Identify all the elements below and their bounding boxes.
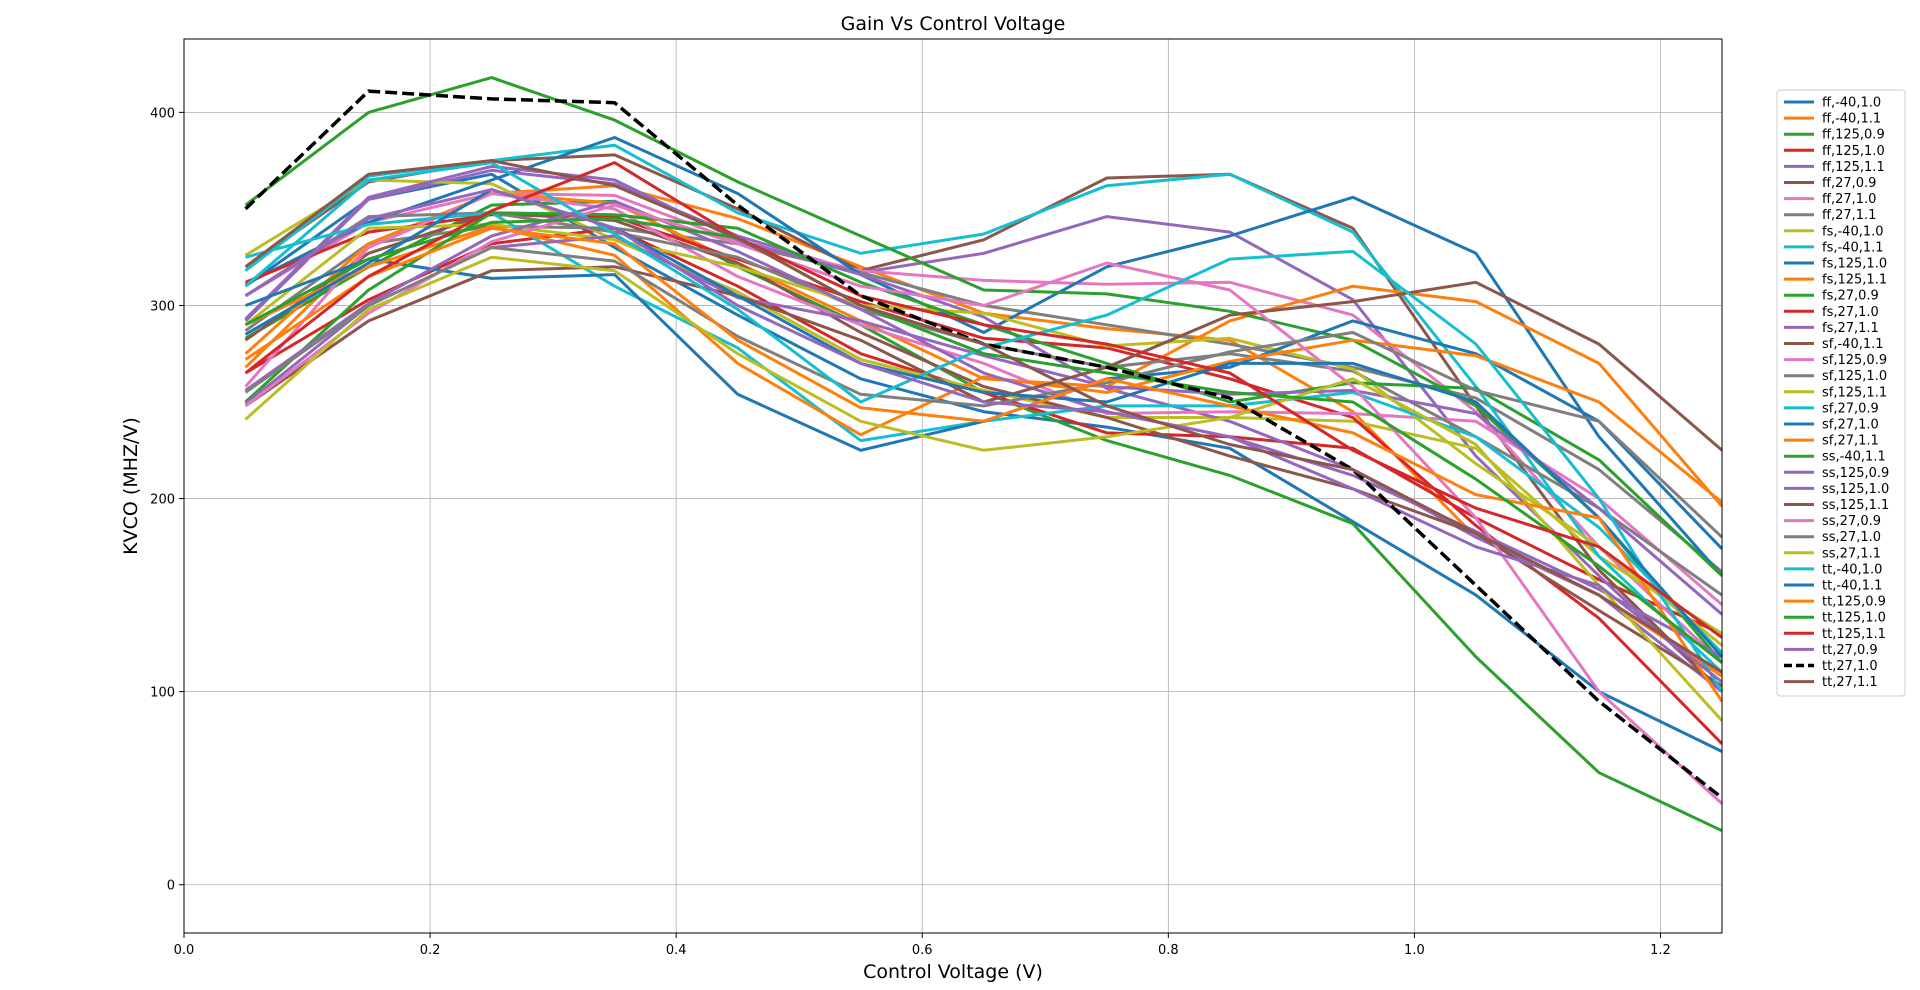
- legend-label: tt,-40,1.1: [1822, 579, 1882, 594]
- plot-frame: [183, 38, 1723, 934]
- legend-label: ss,27,1.0: [1822, 530, 1881, 545]
- y-tick-label: 200: [150, 493, 175, 508]
- legend-label: fs,27,1.1: [1822, 321, 1879, 336]
- legend-label: ss,27,0.9: [1822, 514, 1881, 529]
- series-line: ss,27,1.0: [244, 246, 1724, 539]
- legend-label: sf,27,1.0: [1822, 418, 1879, 433]
- legend-label: ff,-40,1.1: [1822, 112, 1881, 127]
- legend-label: ss,125,1.1: [1822, 498, 1889, 513]
- y-axis-ticks: 0 100 200 300 400: [150, 106, 184, 894]
- legend-label: tt,27,1.0: [1822, 659, 1878, 674]
- y-axis-title: KVCO (MHZ/V): [120, 417, 142, 555]
- series-line: sf,125,1.1: [244, 222, 1723, 647]
- legend-label: fs,-40,1.1: [1822, 240, 1884, 255]
- legend-label: ss,27,1.1: [1822, 546, 1881, 561]
- series-line: ff,-40,1.0: [244, 172, 1723, 753]
- x-axis-ticks: 0.0 0.2 0.4 0.6 0.8 1.0 1.2: [174, 933, 1671, 958]
- chart-title: Gain Vs Control Voltage: [841, 13, 1066, 35]
- y-tick-label: 100: [150, 686, 175, 701]
- legend-label: tt,-40,1.0: [1822, 562, 1882, 577]
- legend-label: ff,125,1.1: [1822, 160, 1885, 175]
- legend-label: tt,125,0.9: [1822, 595, 1886, 610]
- series-line: ff,125,1.1: [244, 168, 1724, 693]
- legend-label: tt,125,1.1: [1822, 627, 1886, 642]
- legend-label: ss,-40,1.1: [1822, 450, 1886, 465]
- legend-label: tt,125,1.0: [1822, 611, 1886, 626]
- legend-label: ff,27,1.0: [1822, 192, 1876, 207]
- legend: ff,-40,1.0ff,-40,1.1ff,125,0.9ff,125,1.0…: [1776, 89, 1906, 697]
- series-line: tt,125,0.9: [244, 226, 1724, 703]
- series-line: tt,27,0.9: [244, 188, 1723, 684]
- series-line: ff,27,1.1: [244, 224, 1723, 574]
- legend-label: tt,27,0.9: [1822, 643, 1878, 658]
- legend-label: ff,-40,1.0: [1822, 96, 1881, 111]
- y-tick-label: 0: [167, 879, 175, 894]
- legend-label: ff,125,0.9: [1822, 128, 1885, 143]
- x-tick-label: 0.2: [420, 943, 441, 958]
- series-line: fs,27,1.1: [244, 164, 1723, 693]
- series-line: tt,125,1.1: [244, 161, 1723, 639]
- legend-label: ss,125,0.9: [1822, 466, 1889, 481]
- series-line: ss,125,1.0: [244, 199, 1723, 659]
- legend-label: sf,27,1.1: [1822, 434, 1879, 449]
- series-line: fs,27,0.9: [244, 76, 1724, 664]
- legend-label: sf,125,1.0: [1822, 369, 1887, 384]
- grid: [183, 39, 1722, 933]
- x-tick-label: 1.2: [1650, 943, 1671, 958]
- series-line: fs,125,1.0: [244, 136, 1724, 577]
- x-tick-label: 0.8: [1158, 943, 1179, 958]
- legend-label: fs,125,1.1: [1822, 273, 1887, 288]
- series-line: fs,-40,1.0: [244, 178, 1723, 635]
- legend-label: fs,-40,1.0: [1822, 224, 1884, 239]
- x-axis-title: Control Voltage (V): [863, 961, 1043, 983]
- legend-label: sf,125,0.9: [1822, 353, 1887, 368]
- x-tick-label: 0.4: [666, 943, 687, 958]
- series-line: tt,125,1.0: [244, 217, 1723, 664]
- legend-label: sf,27,0.9: [1822, 401, 1879, 416]
- legend-label: ff,125,1.0: [1822, 144, 1885, 159]
- x-tick-label: 1.0: [1404, 943, 1425, 958]
- series-line: tt,-40,1.0: [244, 161, 1724, 693]
- y-tick-label: 300: [150, 299, 175, 314]
- legend-label: sf,125,1.1: [1822, 385, 1887, 400]
- legend-label: ff,27,0.9: [1822, 176, 1876, 191]
- series-line: tt,27,1.1: [244, 159, 1723, 674]
- series-line: sf,27,1.1: [244, 224, 1723, 504]
- legend-label: fs,27,0.9: [1822, 289, 1879, 304]
- series-line: fs,27,1.0: [244, 213, 1724, 745]
- series-line: sf,125,0.9: [244, 192, 1723, 606]
- series-line: ss,27,0.9: [244, 203, 1724, 805]
- legend-frame: [1776, 89, 1906, 697]
- x-tick-label: 0.0: [174, 943, 195, 958]
- legend-label: sf,-40,1.1: [1822, 337, 1884, 352]
- legend-label: ff,27,1.1: [1822, 208, 1876, 223]
- legend-label: fs,27,1.0: [1822, 305, 1879, 320]
- series-lines: ff,-40,1.0ff,-40,1.1ff,125,0.9ff,125,1.0…: [244, 76, 1724, 833]
- x-tick-label: 0.6: [912, 943, 933, 958]
- y-tick-label: 400: [150, 106, 175, 121]
- legend-label: tt,27,1.1: [1822, 675, 1878, 690]
- series-line: ss,27,1.1: [244, 255, 1724, 722]
- legend-label: ss,125,1.0: [1822, 482, 1889, 497]
- legend-label: fs,125,1.0: [1822, 257, 1887, 272]
- legend-items: ff,-40,1.0ff,-40,1.1ff,125,0.9ff,125,1.0…: [1784, 96, 1889, 690]
